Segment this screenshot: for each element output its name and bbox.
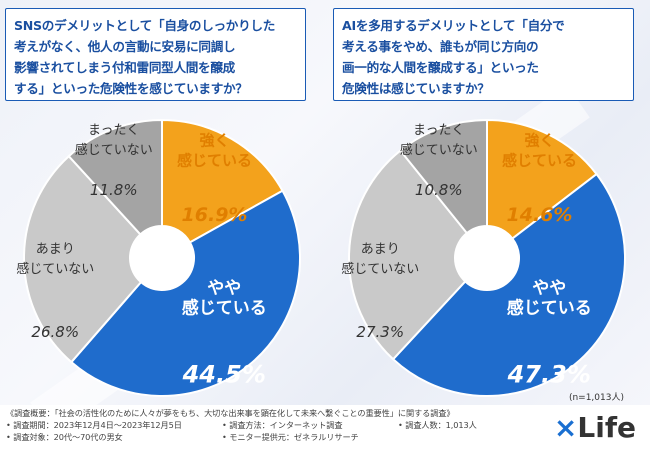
right-question-line: 画一的な人間を醸成する」といった xyxy=(342,60,539,75)
left-donut-svg: 強く感じている16.9%やや感じている44.5%あまり感じていない26.8%まっ… xyxy=(16,118,301,397)
right-question-line: AIを多用するデメリットとして「自分で xyxy=(342,18,565,33)
logo-mark: × xyxy=(553,411,578,444)
survey-count: • 調査人数：1,013人 xyxy=(398,420,477,430)
slice-label-some: やや xyxy=(532,279,566,299)
right-question-line: 危険性は感じていますか？ xyxy=(342,81,490,96)
logo-text: Life xyxy=(577,411,636,444)
survey-method: • 調査方法：インターネット調査 xyxy=(222,420,343,430)
slice-label-not-much: 感じていない xyxy=(341,261,419,277)
slice-label-strong: 感じている xyxy=(502,152,577,170)
right-question-line: 考える事をやめ、誰もが同じ方向の xyxy=(342,39,539,54)
slice-label-some: 感じている xyxy=(182,298,267,319)
slice-label-strong: 感じている xyxy=(177,152,252,170)
slice-label-some: 感じている xyxy=(507,298,592,319)
right-donut-svg: 強く感じている14.6%やや感じている47.3%あまり感じていない27.3%まっ… xyxy=(341,118,626,397)
left-donut-chart: 強く 感じている 16.9% やや 感じている 44.5% あまり 感じていない 26.8% まっ… xyxy=(0,108,325,398)
left-question-line: 考えがなく、他人の言動に安易に同調し xyxy=(14,39,236,54)
left-question-box: SNSのデメリットとして「自身のしっかりした 考えがなく、他人の言動に安易に同調… xyxy=(5,8,306,101)
slice-not-much xyxy=(23,154,143,364)
slice-label-not-much: 感じていない xyxy=(16,261,94,277)
slice-value-not-at-all: 10.8% xyxy=(415,181,463,199)
slice-value-strong: 14.6% xyxy=(507,204,573,226)
slice-label-not-much: あまり xyxy=(36,242,75,257)
slice-label-strong: 強く xyxy=(524,132,554,150)
donut-hole xyxy=(130,226,194,290)
slice-label-not-at-all: まったく xyxy=(413,123,464,138)
survey-period: • 調査期間：2023年12月4日〜2023年12月5日 xyxy=(6,420,182,430)
survey-target: • 調査対象：20代〜70代の男女 xyxy=(6,432,123,442)
left-question-line: 影響されてしまう付和雷同型人間を醸成 xyxy=(14,60,235,75)
donut-hole xyxy=(455,226,519,290)
survey-overview: 《調査概要：「社会の活性化のために人々が夢をもち、大切な出来事を顕在化して未来へ… xyxy=(6,408,455,418)
slice-label-not-at-all: まったく xyxy=(88,123,139,138)
survey-provider: • モニター提供元：ゼネラルリサーチ xyxy=(222,432,359,442)
slice-value-not-much: 27.3% xyxy=(356,323,404,341)
right-donut-chart: 強く 感じている 14.6% やや 感じている 47.3% あまり 感じていない 27.3% まっ… xyxy=(325,108,650,398)
left-question-line: する」といった危険性を感じていますか？ xyxy=(14,81,248,96)
slice-value-some: 44.5% xyxy=(182,361,266,389)
slice-label-not-at-all: 感じていない xyxy=(75,142,153,158)
right-question-box: AIを多用するデメリットとして「自分で 考える事をやめ、誰もが同じ方向の 画一的… xyxy=(333,8,634,101)
slice-value-not-at-all: 11.8% xyxy=(90,181,138,199)
slice-label-some: やや xyxy=(207,279,241,299)
sample-size: (n=1,013人) xyxy=(568,393,624,403)
slice-label-strong: 強く xyxy=(199,132,229,150)
left-question-line: SNSのデメリットとして「自身のしっかりした xyxy=(14,18,275,33)
slice-value-some: 47.3% xyxy=(507,361,591,389)
slice-label-not-at-all: 感じていない xyxy=(400,142,478,158)
slice-value-not-much: 26.8% xyxy=(31,323,79,341)
slice-value-strong: 16.9% xyxy=(182,204,248,226)
slice-label-not-much: あまり xyxy=(361,242,400,257)
xlife-logo: ×Life xyxy=(554,411,636,444)
